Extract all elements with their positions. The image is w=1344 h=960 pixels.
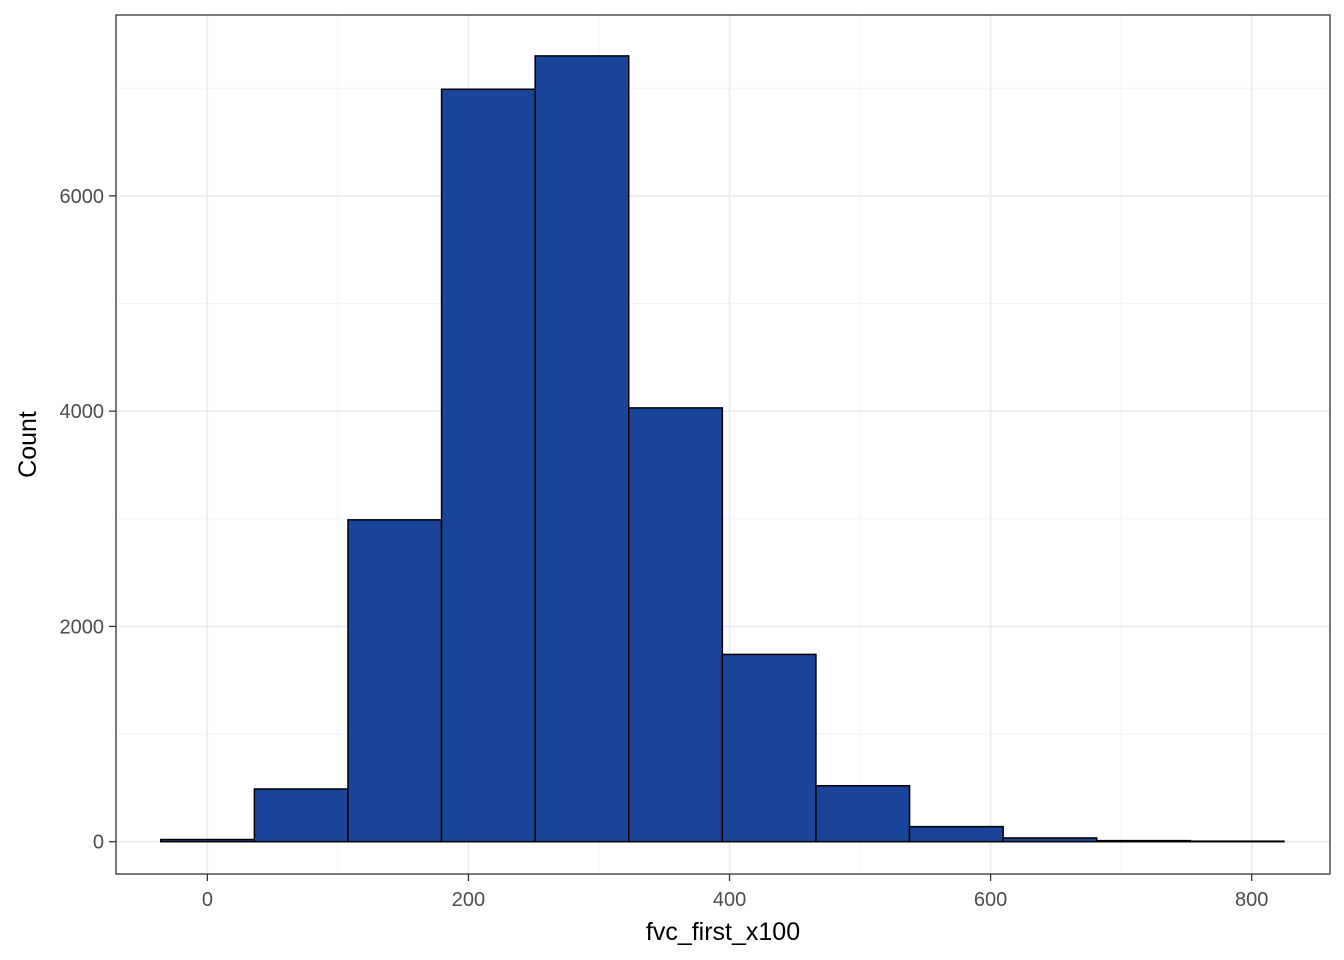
y-axis-title: Count	[14, 411, 42, 478]
x-tick-label: 200	[452, 889, 485, 911]
x-tick-label: 600	[974, 889, 1007, 911]
histogram-bars	[160, 55, 1285, 843]
y-tick-label: 2000	[60, 616, 105, 638]
x-axis-ticks: 0 200 400 600 800	[202, 874, 1268, 911]
y-tick-label: 0	[93, 832, 104, 854]
histogram-bar-10	[1002, 837, 1098, 843]
histogram-bar-12	[1189, 840, 1285, 843]
x-tick-label: 0	[202, 889, 213, 911]
x-axis-title: fvc_first_x100	[646, 918, 800, 946]
x-tick-label: 800	[1235, 889, 1268, 911]
y-tick-label: 4000	[60, 401, 105, 423]
x-tick-label: 400	[713, 889, 746, 911]
y-axis-ticks: 0 2000 4000 6000	[60, 186, 116, 854]
histogram-bar-2	[253, 788, 349, 843]
histogram-bar-7	[721, 653, 817, 843]
histogram-bar-1	[160, 838, 256, 843]
histogram-bar-5	[534, 55, 630, 843]
histogram-bar-11	[1095, 839, 1192, 843]
histogram-bar-3	[347, 519, 443, 843]
histogram-bar-6	[628, 407, 724, 843]
panel-border	[115, 14, 1331, 875]
histogram-bar-8	[815, 784, 911, 843]
y-tick-label: 6000	[60, 186, 105, 208]
histogram-bar-9	[908, 825, 1004, 843]
histogram-bar-4	[440, 88, 536, 843]
